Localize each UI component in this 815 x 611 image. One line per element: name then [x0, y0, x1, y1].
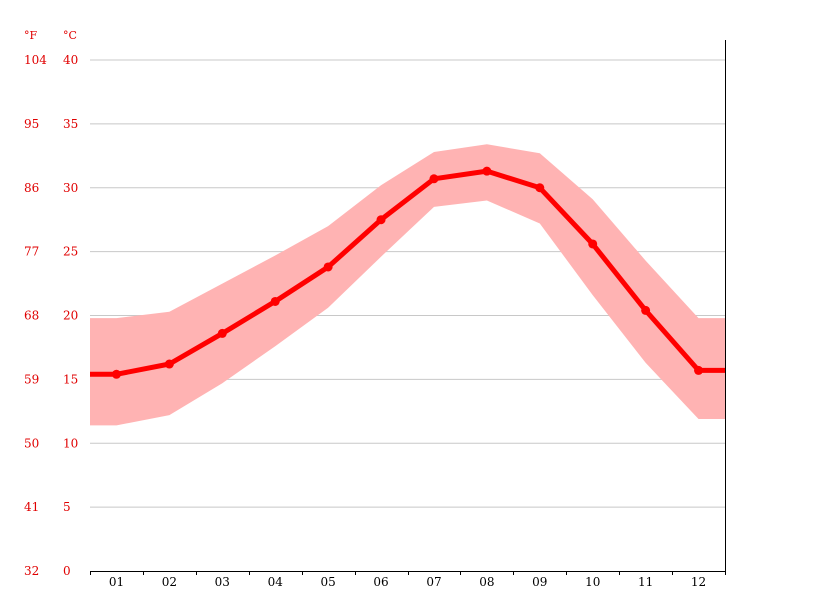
x-tick-labels: 01 02 03 04 05 06 07 08 09 10 11 12	[109, 575, 706, 589]
data-point-06	[376, 215, 386, 225]
x-tick-label-03: 03	[215, 575, 230, 589]
data-point-02	[164, 359, 174, 369]
y-tick-label-celsius: 40	[63, 53, 78, 67]
data-point-08	[482, 166, 492, 176]
y-tick-label-fahrenheit: 86	[24, 181, 39, 195]
y-tick-labels: 32 0 41 5 50 10 59 15 68 20 77 25 86 30 95 35 104 40	[24, 53, 78, 578]
y-tick-label-fahrenheit: 95	[24, 117, 39, 131]
y-tick-label-fahrenheit: 59	[24, 372, 39, 386]
data-point-10	[588, 239, 598, 249]
data-point-01	[111, 369, 121, 379]
y-tick-label-celsius: 15	[63, 372, 78, 386]
x-tick-label-05: 05	[320, 575, 335, 589]
temperature-range-band	[90, 144, 725, 426]
y-tick-label-fahrenheit: 41	[24, 500, 39, 514]
y-tick-label-celsius: 20	[63, 309, 78, 323]
x-tick-label-08: 08	[479, 575, 494, 589]
x-tick-label-09: 09	[532, 575, 547, 589]
y-tick-label-fahrenheit: 68	[24, 309, 39, 323]
x-tick-label-07: 07	[426, 575, 441, 589]
data-point-07	[429, 174, 439, 184]
y-tick-label-fahrenheit: 50	[24, 436, 39, 450]
y-tick-label-celsius: 0	[63, 564, 71, 578]
data-point-05	[323, 262, 333, 272]
y-tick-label-celsius: 30	[63, 181, 78, 195]
x-tick-label-01: 01	[109, 575, 124, 589]
y-tick-label-celsius: 25	[63, 245, 78, 259]
data-point-03	[217, 328, 227, 338]
y-tick-label-fahrenheit: 104	[24, 53, 47, 67]
x-tick-label-06: 06	[373, 575, 388, 589]
y-tick-label-fahrenheit: 77	[24, 245, 39, 259]
data-point-04	[270, 296, 280, 306]
fahrenheit-unit-label: °F	[24, 29, 38, 42]
x-tick-label-10: 10	[585, 575, 600, 589]
x-tick-label-04: 04	[268, 575, 284, 589]
y-tick-label-celsius: 10	[63, 436, 78, 450]
data-point-09	[535, 183, 545, 193]
data-points	[111, 166, 704, 379]
x-tick-label-12: 12	[691, 575, 706, 589]
data-point-11	[641, 305, 651, 315]
average-temperature-line	[90, 168, 725, 377]
axes	[90, 40, 726, 575]
data-point-12	[694, 365, 704, 375]
celsius-unit-label: °C	[63, 29, 77, 42]
y-tick-label-celsius: 5	[63, 500, 71, 514]
y-tick-label-celsius: 35	[63, 117, 78, 131]
x-tick-label-11: 11	[638, 575, 653, 589]
x-tick-label-02: 02	[162, 575, 177, 589]
y-tick-label-fahrenheit: 32	[24, 564, 39, 578]
